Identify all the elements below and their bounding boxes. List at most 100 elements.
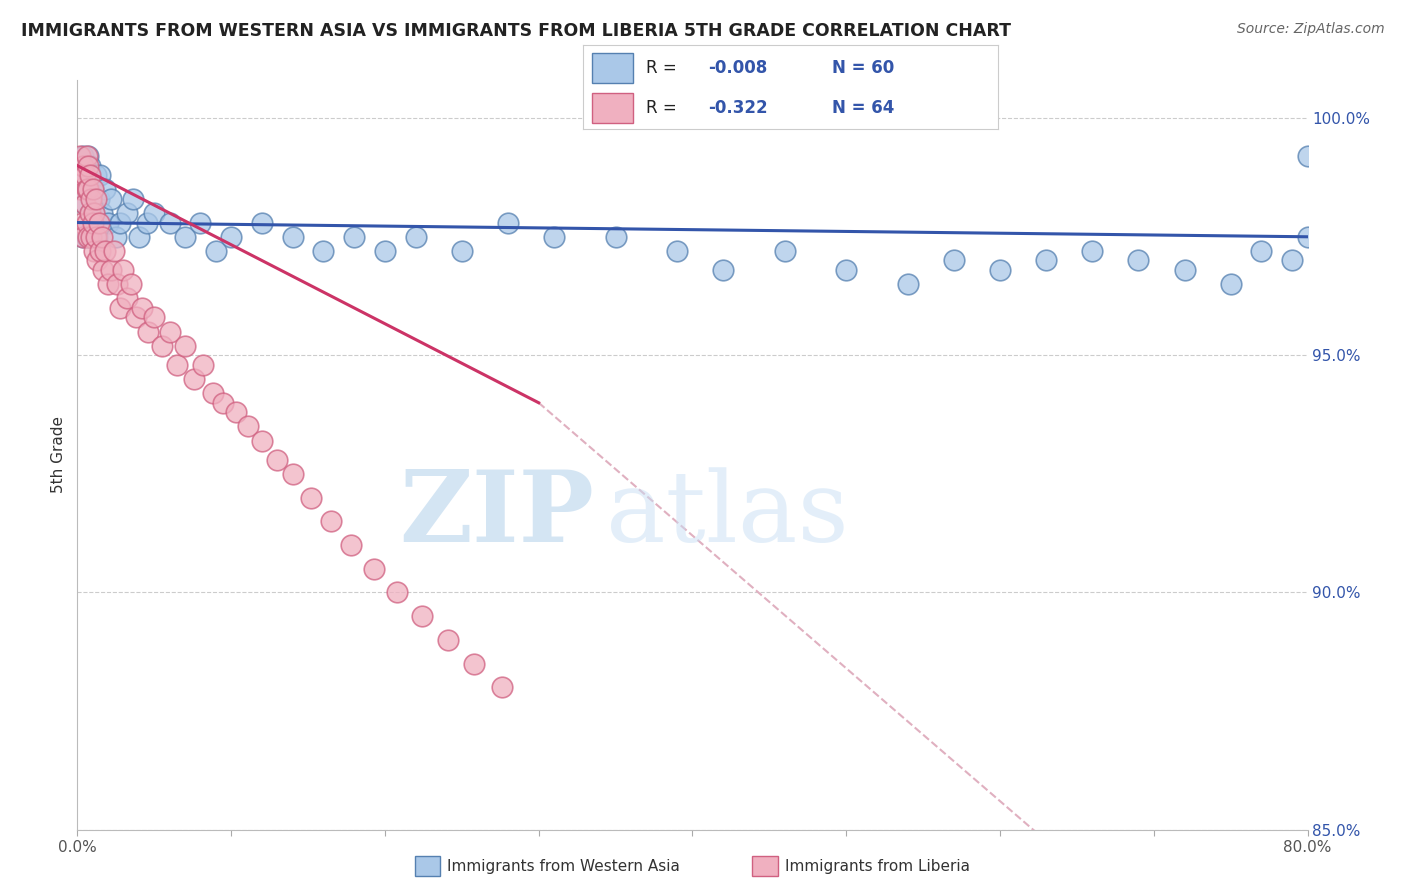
- Point: [105, 277, 128, 292]
- Point: [76, 149, 98, 163]
- Point: [103, 244, 125, 258]
- Text: atlas: atlas: [606, 467, 849, 563]
- Point: [125, 310, 148, 325]
- Text: Immigrants from Western Asia: Immigrants from Western Asia: [447, 859, 681, 873]
- Point: [319, 514, 342, 528]
- Point: [97, 215, 120, 229]
- Point: [1219, 277, 1241, 292]
- Point: [72, 159, 94, 173]
- Text: -0.008: -0.008: [709, 59, 768, 77]
- Point: [69, 182, 91, 196]
- Point: [128, 229, 150, 244]
- Point: [212, 396, 235, 410]
- Point: [281, 229, 304, 244]
- Point: [159, 325, 181, 339]
- Point: [84, 168, 107, 182]
- Text: IMMIGRANTS FROM WESTERN ASIA VS IMMIGRANTS FROM LIBERIA 5TH GRADE CORRELATION CH: IMMIGRANTS FROM WESTERN ASIA VS IMMIGRAN…: [21, 22, 1011, 40]
- Point: [299, 491, 322, 505]
- Point: [1281, 253, 1303, 268]
- Point: [93, 263, 115, 277]
- Point: [73, 196, 96, 211]
- Point: [835, 263, 858, 277]
- Point: [104, 229, 127, 244]
- Point: [89, 168, 111, 182]
- Y-axis label: 5th Grade: 5th Grade: [51, 417, 66, 493]
- Point: [80, 229, 103, 244]
- Point: [70, 168, 93, 182]
- Point: [773, 244, 796, 258]
- Point: [94, 182, 117, 196]
- Point: [250, 215, 273, 229]
- Point: [69, 149, 91, 163]
- Point: [135, 215, 157, 229]
- Point: [363, 562, 385, 576]
- Point: [1296, 149, 1319, 163]
- Point: [79, 168, 101, 182]
- Point: [143, 206, 166, 220]
- Text: R =: R =: [645, 59, 682, 77]
- Bar: [592, 54, 633, 83]
- Text: N = 64: N = 64: [832, 99, 894, 117]
- Point: [76, 229, 98, 244]
- Point: [84, 192, 107, 206]
- Point: [73, 196, 96, 211]
- Point: [343, 229, 366, 244]
- Point: [340, 538, 363, 552]
- Point: [666, 244, 689, 258]
- Point: [374, 244, 396, 258]
- Point: [84, 229, 107, 244]
- Point: [72, 229, 94, 244]
- Point: [100, 263, 122, 277]
- Point: [193, 358, 215, 372]
- Bar: [592, 93, 633, 122]
- Point: [69, 159, 91, 173]
- Point: [166, 358, 188, 372]
- Point: [87, 215, 110, 229]
- Point: [266, 452, 288, 467]
- Point: [605, 229, 627, 244]
- Point: [385, 585, 409, 599]
- Point: [1296, 229, 1319, 244]
- Point: [463, 657, 485, 671]
- Point: [120, 277, 142, 292]
- Point: [204, 244, 226, 258]
- Point: [87, 192, 110, 206]
- Point: [94, 244, 117, 258]
- Point: [183, 372, 205, 386]
- Text: -0.322: -0.322: [709, 99, 768, 117]
- Point: [83, 206, 105, 220]
- Point: [942, 253, 965, 268]
- Point: [83, 244, 105, 258]
- Point: [76, 215, 98, 229]
- Point: [897, 277, 920, 292]
- Point: [159, 215, 181, 229]
- Point: [83, 206, 105, 220]
- Point: [250, 434, 273, 448]
- Point: [312, 244, 335, 258]
- Point: [110, 301, 132, 315]
- Point: [76, 182, 98, 196]
- Point: [188, 215, 212, 229]
- Text: R =: R =: [645, 99, 682, 117]
- Point: [100, 192, 122, 206]
- Point: [77, 229, 100, 244]
- Point: [225, 405, 247, 419]
- Point: [97, 277, 120, 292]
- Point: [90, 206, 114, 220]
- Text: N = 60: N = 60: [832, 59, 894, 77]
- Point: [219, 229, 242, 244]
- Point: [79, 206, 101, 220]
- Text: Immigrants from Liberia: Immigrants from Liberia: [785, 859, 970, 873]
- Point: [1128, 253, 1150, 268]
- Point: [82, 215, 104, 229]
- Point: [1174, 263, 1197, 277]
- Point: [72, 149, 94, 163]
- Point: [1081, 244, 1104, 258]
- Text: ZIP: ZIP: [399, 467, 595, 564]
- Point: [496, 215, 519, 229]
- Point: [115, 292, 138, 306]
- Point: [77, 159, 100, 173]
- Text: Source: ZipAtlas.com: Source: ZipAtlas.com: [1237, 22, 1385, 37]
- Point: [80, 229, 103, 244]
- Point: [450, 244, 472, 258]
